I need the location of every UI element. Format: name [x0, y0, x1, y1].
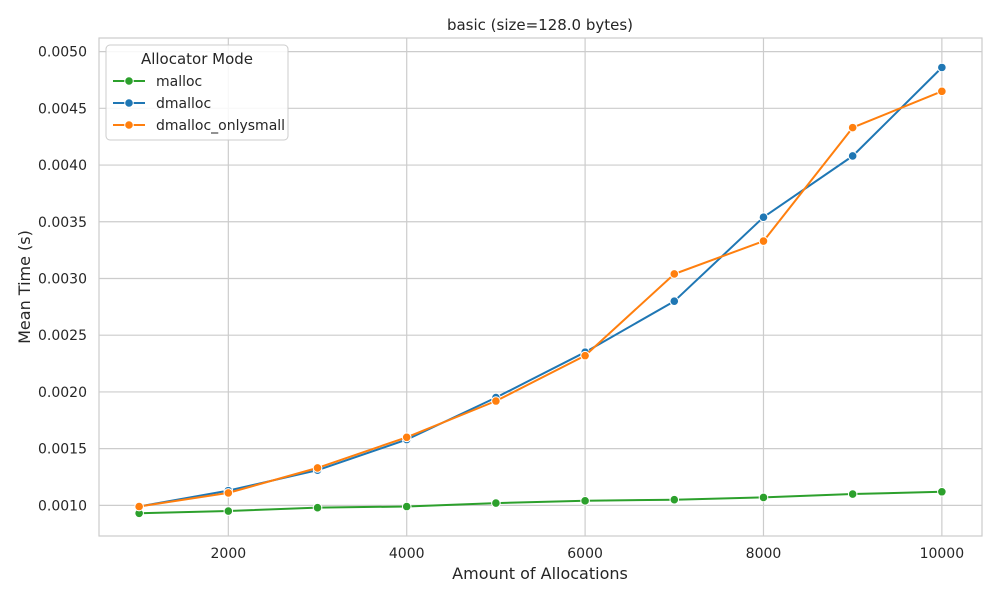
data-point	[580, 350, 590, 361]
data-point	[758, 212, 769, 223]
series-line	[138, 90, 943, 508]
y-tick-label: 0.0045	[38, 101, 87, 117]
legend-swatch-marker	[124, 120, 134, 130]
plot-frame	[98, 37, 983, 537]
data-point	[580, 496, 590, 506]
data-point	[937, 62, 947, 73]
data-point	[937, 486, 947, 497]
y-tick-label: 0.0010	[38, 498, 87, 514]
data-point	[223, 506, 234, 516]
data-point	[312, 463, 323, 473]
y-tick-label: 0.0025	[38, 328, 87, 344]
series-line	[139, 490, 942, 515]
legend-item: malloc	[113, 74, 202, 90]
data-point	[669, 296, 680, 306]
y-tick-label: 0.0040	[38, 158, 87, 174]
x-tick-label: 10000	[920, 546, 965, 562]
y-tick-label: 0.0035	[38, 215, 87, 231]
x-axis-ticks: 2000 4000 6000 8000 10000	[211, 546, 965, 562]
y-tick-label: 0.0015	[38, 442, 87, 458]
data-point	[312, 502, 323, 513]
data-point	[847, 122, 858, 133]
series-lines	[134, 62, 947, 519]
chart-title: basic (size=128.0 bytes)	[447, 16, 633, 34]
legend-items: malloc dmalloc dmalloc_onlysmall	[113, 74, 285, 134]
series-dmalloc-onlysmall	[134, 86, 947, 512]
legend-box	[105, 44, 289, 141]
grid	[99, 38, 982, 536]
data-point	[401, 432, 412, 443]
data-point	[937, 86, 947, 97]
legend-swatch-marker	[124, 76, 134, 86]
y-axis-title: Mean Time (s)	[15, 230, 34, 344]
legend-item: dmalloc	[113, 96, 211, 112]
y-tick-label: 0.0050	[38, 45, 87, 61]
x-tick-label: 4000	[389, 546, 425, 562]
data-point	[491, 396, 501, 406]
data-point	[758, 492, 769, 503]
legend-item: dmalloc_onlysmall	[113, 118, 285, 134]
x-tick-label: 6000	[567, 546, 603, 562]
data-point	[758, 236, 769, 246]
x-tick-label: 2000	[211, 546, 247, 562]
data-point	[847, 151, 858, 161]
y-tick-label: 0.0030	[38, 271, 87, 287]
x-axis-title: Amount of Allocations	[452, 564, 628, 583]
x-tick-label: 8000	[746, 546, 782, 562]
data-point	[223, 488, 234, 498]
series-malloc	[134, 486, 947, 519]
data-point	[134, 501, 144, 512]
data-point	[401, 501, 412, 512]
legend: Allocator Mode malloc dmalloc dmalloc_only…	[105, 44, 289, 141]
data-point	[669, 269, 680, 279]
data-point	[669, 494, 680, 505]
data-point	[847, 489, 858, 499]
legend-label: malloc	[156, 74, 202, 90]
legend-title: Allocator Mode	[141, 50, 253, 68]
y-tick-label: 0.0020	[38, 385, 87, 401]
data-point	[491, 498, 501, 508]
legend-label: dmalloc_onlysmall	[156, 118, 285, 134]
legend-label: dmalloc	[156, 96, 211, 112]
legend-swatch-marker	[124, 98, 134, 108]
y-axis-ticks: 0.0010 0.0015 0.0020 0.0025 0.0030 0.0035 0.00…	[38, 45, 87, 515]
